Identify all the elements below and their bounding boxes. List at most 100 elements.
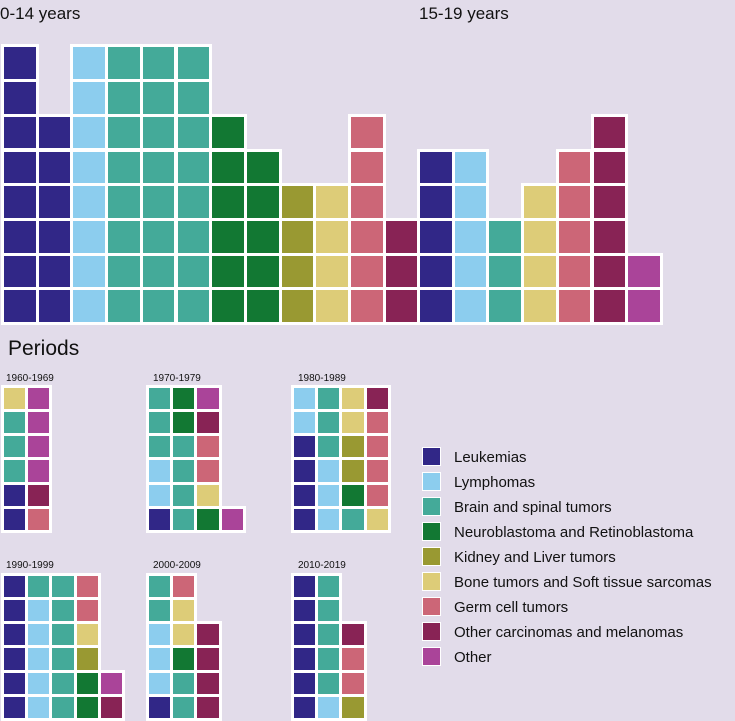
period-1990-1999-cell-lymphomas [28, 624, 50, 646]
waffle-0-14-cell-leukemias [38, 290, 71, 322]
period-1990-1999-cell-brain-and-spinal-tumors [52, 624, 74, 646]
legend-swatch-neuroblastoma [422, 522, 441, 541]
period-1970-1979-cell-germ-cell-tumors [197, 460, 219, 482]
waffle-0-14-cell-lymphomas [73, 151, 106, 184]
period-2010-2019-cell-kidney-and-liver-tumors [342, 696, 364, 718]
periods-title: Periods [8, 337, 80, 360]
period-1980-1989-cell-germ-cell-tumors [366, 436, 388, 458]
waffle-0-14-cell-brain-and-spinal-tumors [142, 290, 175, 322]
waffle-0-14-cell-leukemias [4, 116, 36, 149]
waffle-0-14-cell-bone-tumors-and-soft-tissue-sarcomas [316, 186, 348, 218]
period-label-1980-1989: 1980-1989 [298, 373, 346, 384]
waffle-15-19-cell-other-carcinomas-and-melanomas [593, 220, 626, 253]
waffle-0-14-cell-neuroblastoma-and-retinoblastoma [212, 290, 244, 322]
period-1980-1989-cell-kidney-and-liver-tumors [342, 436, 364, 458]
legend-swatch-brain [422, 497, 441, 516]
waffle-15-19-cell-germ-cell-tumors [558, 186, 591, 218]
age-group-title-0-14: 0-14 years [0, 4, 81, 23]
waffle-15-19-cell-brain-and-spinal-tumors [489, 220, 522, 253]
waffle-0-14-cell-lymphomas [73, 82, 106, 114]
period-2000-2009-column-bg [146, 572, 174, 721]
waffle-0-14-cell-neuroblastoma-and-retinoblastoma [212, 151, 244, 184]
period-1970-1979-cell-brain-and-spinal-tumors [149, 412, 171, 434]
waffle-15-19-cell-germ-cell-tumors [558, 220, 591, 253]
waffle-0-14-cell-brain-and-spinal-tumors [142, 47, 175, 80]
period-1980-1989-cell-lymphomas [294, 387, 316, 409]
period-2010-2019-cell-leukemias [294, 600, 316, 622]
legend-swatch-leukemias [422, 447, 441, 466]
period-1990-1999-cell-brain-and-spinal-tumors [52, 672, 74, 694]
period-1970-1979-cell-other-carcinomas-and-melanomas [197, 412, 219, 434]
period-1990-1999-cell-brain-and-spinal-tumors [28, 575, 50, 597]
waffle-0-14-cell-kidney-and-liver-tumors [281, 255, 314, 288]
period-2010-2019-cell-leukemias [294, 696, 316, 718]
waffle-0-14-cell-bone-tumors-and-soft-tissue-sarcomas [316, 220, 348, 253]
period-1970-1979-column-bg [170, 384, 198, 533]
legend-swatch-bone [422, 572, 441, 591]
waffle-15-19-cell-other-carcinomas-and-melanomas [593, 290, 626, 322]
period-1970-1979-cell-bone-tumors-and-soft-tissue-sarcomas [197, 484, 219, 506]
period-1990-1999-column-bg [25, 572, 53, 721]
legend-label-kidney: Kidney and Liver tumors [454, 549, 616, 566]
legend-label-leukemias: Leukemias [454, 449, 527, 466]
waffle-0-14-cell-bone-tumors-and-soft-tissue-sarcomas [316, 290, 348, 322]
period-2000-2009-cell-brain-and-spinal-tumors [173, 696, 195, 718]
waffle-0-14-cell-leukemias [4, 151, 36, 184]
period-1960-1969-cell-other [28, 412, 50, 434]
waffle-15-19-cell-bone-tumors-and-soft-tissue-sarcomas [524, 186, 556, 218]
waffle-15-19-cell-germ-cell-tumors [558, 290, 591, 322]
waffle-0-14-cell-neuroblastoma-and-retinoblastoma [246, 151, 279, 184]
period-1960-1969-cell-leukemias [4, 484, 26, 506]
waffle-0-14-cell-neuroblastoma-and-retinoblastoma [246, 255, 279, 288]
legend-label-germ: Germ cell tumors [454, 599, 569, 616]
waffle-0-14-cell-brain-and-spinal-tumors [177, 151, 210, 184]
period-1960-1969-cell-brain-and-spinal-tumors [4, 412, 26, 434]
period-1970-1979-cell-leukemias [149, 508, 171, 530]
period-2010-2019-cell-lymphomas [318, 696, 340, 718]
period-1970-1979-cell-brain-and-spinal-tumors [149, 387, 171, 409]
waffle-15-19-column-bg [590, 113, 629, 325]
period-1990-1999-cell-neuroblastoma-and-retinoblastoma [76, 696, 98, 718]
period-1990-1999-cell-leukemias [4, 575, 26, 597]
period-1980-1989-cell-lymphomas [294, 412, 316, 434]
waffle-0-14-column-bg [35, 113, 74, 325]
period-1990-1999-cell-lymphomas [28, 672, 50, 694]
period-2000-2009-cell-germ-cell-tumors [173, 575, 195, 597]
period-1980-1989-cell-leukemias [294, 460, 316, 482]
period-1970-1979-column-bg [146, 384, 174, 533]
period-label-1960-1969: 1960-1969 [6, 373, 54, 384]
period-2000-2009-cell-lymphomas [149, 672, 171, 694]
period-1980-1989-cell-brain-and-spinal-tumors [318, 412, 340, 434]
waffle-15-19-cell-bone-tumors-and-soft-tissue-sarcomas [524, 290, 556, 322]
period-2010-2019-cell-germ-cell-tumors [342, 672, 364, 694]
period-1970-1979-cell-brain-and-spinal-tumors [173, 508, 195, 530]
period-1980-1989-cell-bone-tumors-and-soft-tissue-sarcomas [366, 508, 388, 530]
legend-swatch-lymphomas [422, 472, 441, 491]
period-2000-2009-cell-other-carcinomas-and-melanomas [197, 672, 219, 694]
period-1990-1999-cell-other [100, 672, 122, 694]
waffle-0-14-cell-brain-and-spinal-tumors [108, 151, 140, 184]
period-1980-1989-cell-bone-tumors-and-soft-tissue-sarcomas [342, 387, 364, 409]
legend-label-bone: Bone tumors and Soft tissue sarcomas [454, 574, 712, 591]
waffle-0-14-cell-germ-cell-tumors [351, 255, 383, 288]
waffle-0-14-cell-leukemias [4, 82, 36, 114]
period-label-2000-2009: 2000-2009 [153, 560, 201, 571]
waffle-0-14-cell-leukemias [38, 186, 71, 218]
waffle-0-14-cell-other-carcinomas-and-melanomas [385, 220, 418, 253]
period-1980-1989-column-bg [363, 384, 391, 533]
period-1980-1989-cell-leukemias [294, 508, 316, 530]
waffle-0-14-cell-brain-and-spinal-tumors [142, 151, 175, 184]
period-1970-1979-cell-other [221, 508, 243, 530]
period-1990-1999-cell-germ-cell-tumors [76, 600, 98, 622]
waffle-0-14-cell-brain-and-spinal-tumors [142, 220, 175, 253]
waffle-0-14-cell-leukemias [4, 290, 36, 322]
legend-swatch-germ [422, 597, 441, 616]
period-1960-1969-cell-leukemias [4, 508, 26, 530]
waffle-0-14-cell-brain-and-spinal-tumors [108, 255, 140, 288]
waffle-0-14-cell-brain-and-spinal-tumors [177, 82, 210, 114]
waffle-15-19-cell-leukemias [420, 255, 452, 288]
period-1960-1969-cell-germ-cell-tumors [28, 508, 50, 530]
legend-swatch-other-carcinomas [422, 622, 441, 641]
waffle-15-19-cell-germ-cell-tumors [558, 255, 591, 288]
waffle-0-14-cell-brain-and-spinal-tumors [108, 82, 140, 114]
